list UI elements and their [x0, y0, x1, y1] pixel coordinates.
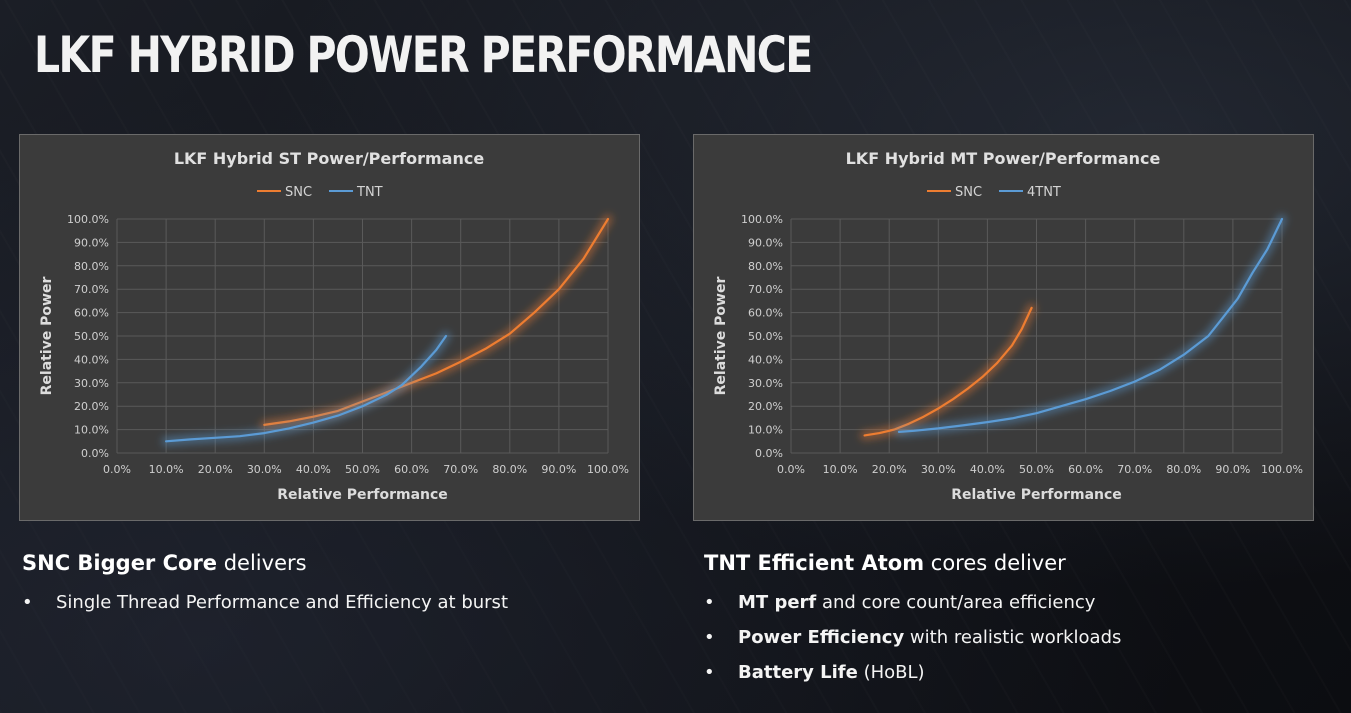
- list-item: • MT perf and core count/area efficiency: [704, 585, 1324, 620]
- mt-power-performance-chart: LKF Hybrid MT Power/Performance SNC 4TNT 0.…: [713, 149, 1303, 503]
- st-y-tick-label: 0.0%: [81, 447, 109, 460]
- st-x-tick-label: 0.0%: [103, 463, 131, 476]
- mt-x-tick-label: 30.0%: [921, 463, 956, 476]
- st-y-axis-label: Relative Power: [39, 277, 55, 396]
- st-y-tick-label: 90.0%: [74, 236, 109, 249]
- bullet-bold: Power Efficiency: [738, 627, 905, 648]
- tnt-heading-rest: cores deliver: [924, 551, 1066, 575]
- bullet-icon: •: [704, 592, 715, 613]
- mt-y-tick-label: 30.0%: [748, 377, 783, 390]
- st-series-line-tnt: [165, 334, 448, 443]
- mt-x-tick-label: 50.0%: [1019, 463, 1054, 476]
- st-gridlines: [116, 218, 609, 454]
- st-chart-panel: LKF Hybrid ST Power/Performance SNC TNT 0.0…: [19, 134, 640, 521]
- st-x-tick-label: 60.0%: [394, 463, 429, 476]
- mt-x-tick-label: 80.0%: [1166, 463, 1201, 476]
- st-chart-title: LKF Hybrid ST Power/Performance: [174, 149, 485, 168]
- mt-chart-panel: LKF Hybrid MT Power/Performance SNC 4TNT 0.…: [693, 134, 1314, 521]
- mt-chart-title: LKF Hybrid MT Power/Performance: [846, 149, 1161, 168]
- bullet-icon: •: [22, 592, 33, 613]
- st-x-tick-label: 70.0%: [443, 463, 478, 476]
- snc-heading-rest: delivers: [217, 551, 307, 575]
- mt-x-tick-label: 100.0%: [1261, 463, 1303, 476]
- bullet-icon: •: [704, 662, 715, 683]
- list-item: • Power Efficiency with realistic workloa…: [704, 620, 1324, 655]
- bullet-text: and core count/area efficiency: [816, 592, 1096, 613]
- tnt-description: TNT Efficient Atom cores deliver • MT per…: [704, 551, 1324, 690]
- st-y-tick-label: 100.0%: [67, 213, 109, 226]
- st-y-tick-label: 60.0%: [74, 307, 109, 320]
- mt-y-tick-label: 60.0%: [748, 307, 783, 320]
- tnt-heading: TNT Efficient Atom cores deliver: [704, 551, 1324, 575]
- st-y-tick-label: 10.0%: [74, 424, 109, 437]
- st-x-tick-label: 10.0%: [149, 463, 184, 476]
- mt-y-tick-label: 0.0%: [755, 447, 783, 460]
- mt-y-tick-label: 10.0%: [748, 424, 783, 437]
- mt-legend-label-4tnt: 4TNT: [1027, 185, 1061, 200]
- mt-legend-label-snc: SNC: [955, 185, 982, 200]
- st-x-tick-label: 100.0%: [587, 463, 629, 476]
- snc-heading-bold: SNC Bigger Core: [22, 551, 218, 575]
- st-x-axis-label: Relative Performance: [277, 487, 448, 503]
- mt-x-tick-label: 0.0%: [777, 463, 805, 476]
- st-power-performance-chart: LKF Hybrid ST Power/Performance SNC TNT 0.0…: [39, 149, 629, 503]
- mt-x-tick-label: 10.0%: [823, 463, 858, 476]
- mt-legend: SNC 4TNT: [927, 185, 1061, 200]
- mt-y-tick-label: 80.0%: [748, 260, 783, 273]
- st-series-line-snc: [263, 217, 610, 426]
- bullet-icon: •: [704, 627, 715, 648]
- mt-y-tick-label: 70.0%: [748, 283, 783, 296]
- bullet-bold: Battery Life: [738, 662, 858, 683]
- st-x-tick-label: 40.0%: [296, 463, 331, 476]
- mt-x-axis-label: Relative Performance: [951, 487, 1122, 503]
- st-series-glow-snc: [259, 214, 613, 430]
- st-x-tick-label: 30.0%: [247, 463, 282, 476]
- tnt-bullet-list: • MT perf and core count/area efficiency …: [704, 585, 1324, 690]
- st-x-tick-label: 20.0%: [198, 463, 233, 476]
- st-legend-label-snc: SNC: [285, 185, 312, 200]
- bullet-text: with realistic workloads: [904, 627, 1122, 648]
- mt-x-tick-label: 40.0%: [970, 463, 1005, 476]
- bullet-text: Single Thread Performance and Efficiency…: [56, 592, 508, 613]
- st-y-tick-label: 20.0%: [74, 400, 109, 413]
- snc-description: SNC Bigger Core delivers • Single Thread …: [22, 551, 642, 620]
- st-series-glow-tnt: [161, 331, 451, 446]
- bullet-text: (HoBL): [857, 662, 925, 683]
- mt-y-tick-label: 20.0%: [748, 400, 783, 413]
- slide-title: LKF HYBRID POWER PERFORMANCE: [34, 26, 813, 84]
- mt-y-axis-label: Relative Power: [713, 277, 729, 396]
- mt-x-tick-label: 90.0%: [1215, 463, 1250, 476]
- list-item: • Single Thread Performance and Efficienc…: [22, 585, 642, 620]
- st-y-tick-label: 30.0%: [74, 377, 109, 390]
- mt-series-line-snc: [863, 306, 1033, 437]
- mt-y-tick-label: 100.0%: [741, 213, 783, 226]
- st-y-tick-label: 50.0%: [74, 330, 109, 343]
- st-x-tick-label: 50.0%: [345, 463, 380, 476]
- snc-heading: SNC Bigger Core delivers: [22, 551, 642, 575]
- mt-y-tick-label: 50.0%: [748, 330, 783, 343]
- mt-y-tick-label: 90.0%: [748, 236, 783, 249]
- st-x-tick-label: 80.0%: [492, 463, 527, 476]
- st-y-tick-label: 70.0%: [74, 283, 109, 296]
- mt-series-line-4tnt: [897, 217, 1284, 433]
- st-legend: SNC TNT: [257, 185, 383, 200]
- st-legend-label-tnt: TNT: [356, 185, 383, 200]
- mt-x-tick-label: 70.0%: [1117, 463, 1152, 476]
- st-y-tick-label: 40.0%: [74, 353, 109, 366]
- list-item: • Battery Life (HoBL): [704, 655, 1324, 690]
- st-y-tick-label: 80.0%: [74, 260, 109, 273]
- st-x-tick-label: 90.0%: [541, 463, 576, 476]
- snc-bullet-list: • Single Thread Performance and Efficienc…: [22, 585, 642, 620]
- tnt-heading-bold: TNT Efficient Atom: [704, 551, 925, 575]
- mt-x-tick-label: 60.0%: [1068, 463, 1103, 476]
- mt-y-tick-label: 40.0%: [748, 353, 783, 366]
- mt-x-tick-label: 20.0%: [872, 463, 907, 476]
- bullet-bold: MT perf: [738, 592, 817, 613]
